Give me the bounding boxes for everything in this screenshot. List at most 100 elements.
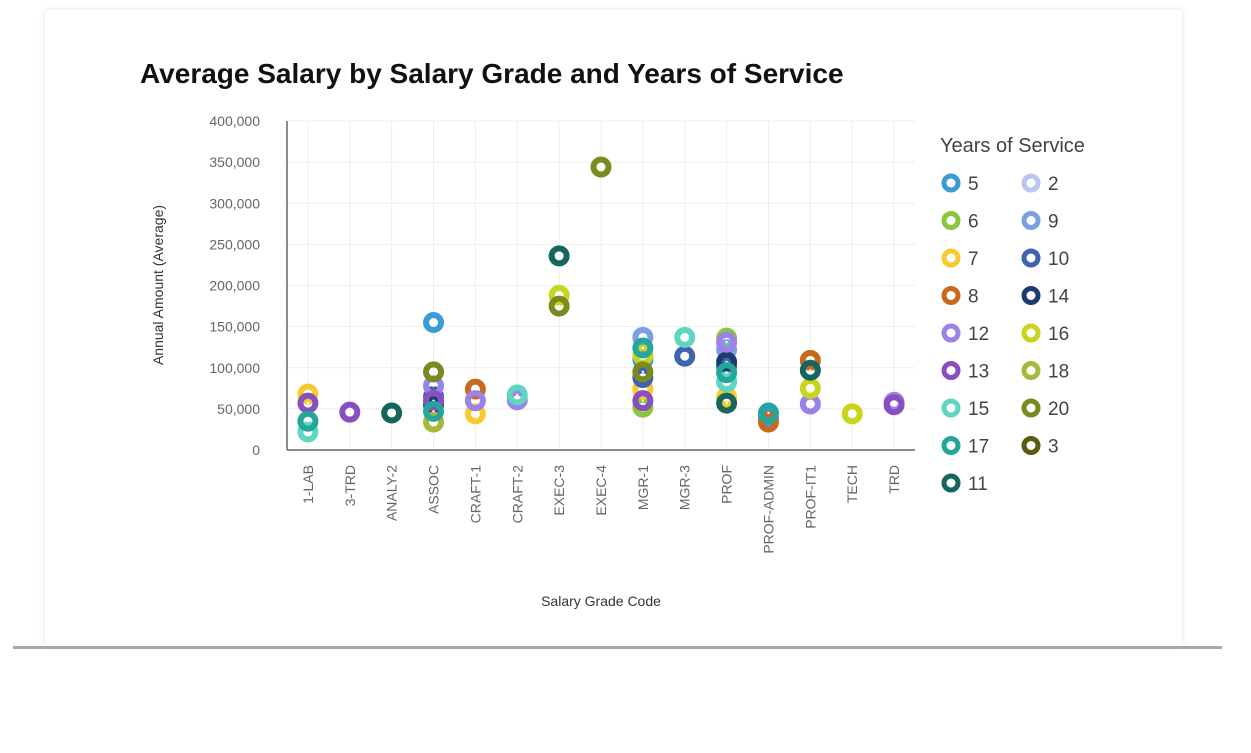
- x-tick-label: TECH: [844, 465, 860, 503]
- data-point-center: [432, 321, 435, 324]
- legend-marker-icon: [1021, 436, 1041, 455]
- data-point: [716, 392, 738, 414]
- data-point: [674, 326, 696, 348]
- data-point: [423, 361, 445, 383]
- legend-marker-icon: [1021, 398, 1041, 418]
- legend-label: 10: [1048, 249, 1069, 270]
- y-tick-label: 250,000: [209, 236, 260, 252]
- data-point-center: [599, 165, 603, 169]
- y-tick-label: 50,000: [217, 401, 260, 417]
- legend-label: 17: [968, 437, 989, 458]
- data-point-center: [725, 341, 728, 344]
- legend-marker-icon: [941, 473, 961, 493]
- y-tick-label: 400,000: [209, 113, 260, 129]
- legend-marker-icon: [1021, 286, 1041, 305]
- x-tick-label: PROF-IT1: [802, 465, 818, 529]
- data-point-center: [306, 401, 310, 405]
- legend-label: 13: [968, 362, 989, 383]
- data-point: [632, 337, 654, 359]
- legend-label: 7: [968, 249, 979, 270]
- data-point-center: [432, 384, 435, 388]
- data-point: [799, 377, 821, 399]
- data-point-center: [474, 399, 477, 402]
- data-point-center: [683, 336, 686, 339]
- y-tick-label: 200,000: [209, 278, 260, 294]
- data-point: [423, 400, 445, 422]
- data-point: [548, 245, 570, 267]
- legend-label: 6: [968, 212, 979, 233]
- data-point: [464, 390, 486, 412]
- data-point: [716, 362, 738, 384]
- data-point-center: [892, 403, 896, 406]
- legend-marker-icon: [941, 361, 961, 380]
- legend-label: 3: [1048, 437, 1059, 458]
- legend-label: 20: [1048, 399, 1069, 420]
- data-point-center: [432, 370, 435, 374]
- x-tick-label: ANALY-2: [384, 465, 400, 521]
- data-point-center: [809, 369, 812, 372]
- data-point: [716, 371, 738, 393]
- data-point: [381, 402, 403, 424]
- data-point-center: [390, 411, 393, 415]
- data-point: [297, 383, 319, 405]
- data-point: [297, 410, 319, 432]
- data-point: [883, 394, 905, 416]
- data-point-center: [851, 412, 854, 416]
- x-tick-label: PROF: [719, 465, 735, 504]
- x-tick-label: CRAFT-2: [509, 465, 525, 524]
- data-point: [799, 359, 821, 381]
- data-point: [297, 421, 319, 443]
- data-point-center: [474, 412, 477, 416]
- data-point: [799, 349, 821, 371]
- data-point-center: [432, 410, 435, 413]
- data-point-center: [725, 371, 728, 374]
- legend-marker-icon: [941, 323, 961, 343]
- data-point-center: [641, 370, 645, 374]
- data-point: [297, 392, 319, 414]
- x-tick-label: TRD: [886, 465, 902, 494]
- legend-marker-icon: [941, 248, 961, 268]
- x-tick-label: MGR-1: [635, 465, 651, 510]
- data-point: [423, 312, 445, 334]
- legend-label: 12: [968, 324, 989, 345]
- x-tick-label: CRAFT-1: [467, 465, 483, 524]
- legend-marker-icon: [1021, 173, 1041, 193]
- chart-title: Average Salary by Salary Grade and Years…: [140, 58, 844, 89]
- data-point-center: [348, 410, 351, 414]
- legend-label: 11: [968, 474, 988, 495]
- data-point-center: [809, 402, 812, 406]
- data-point: [464, 378, 486, 400]
- x-tick-label: EXEC-3: [551, 465, 567, 516]
- data-point-center: [641, 387, 645, 391]
- data-point-center: [557, 304, 561, 308]
- legend-label: 2: [1048, 174, 1059, 195]
- data-point: [423, 411, 445, 433]
- data-point-center: [892, 401, 896, 404]
- legend-marker-icon: [1021, 211, 1041, 230]
- y-tick-label: 300,000: [209, 195, 260, 211]
- data-point: [590, 156, 612, 178]
- data-point-center: [641, 399, 645, 402]
- data-point: [716, 331, 738, 353]
- legend-marker-icon: [941, 211, 961, 230]
- data-point-center: [474, 387, 477, 391]
- legend-marker-icon: [941, 398, 961, 418]
- legend-marker-icon: [941, 173, 961, 193]
- x-tick-label: ASSOC: [426, 465, 442, 514]
- legend-marker-icon: [1021, 248, 1041, 268]
- legend-label: 8: [968, 287, 979, 308]
- legend-title: Years of Service: [940, 135, 1085, 157]
- data-point-center: [767, 411, 770, 415]
- legend-marker-icon: [1021, 323, 1041, 343]
- legend-label: 16: [1048, 324, 1069, 345]
- data-point: [674, 345, 696, 367]
- data-point-center: [683, 355, 686, 358]
- data-point-center: [641, 346, 645, 350]
- data-point-center: [516, 393, 519, 397]
- data-point: [548, 295, 570, 317]
- data-point-center: [809, 387, 812, 390]
- x-tick-label: PROF-ADMIN: [760, 465, 776, 554]
- data-point: [548, 284, 570, 306]
- data-point-center: [725, 401, 728, 405]
